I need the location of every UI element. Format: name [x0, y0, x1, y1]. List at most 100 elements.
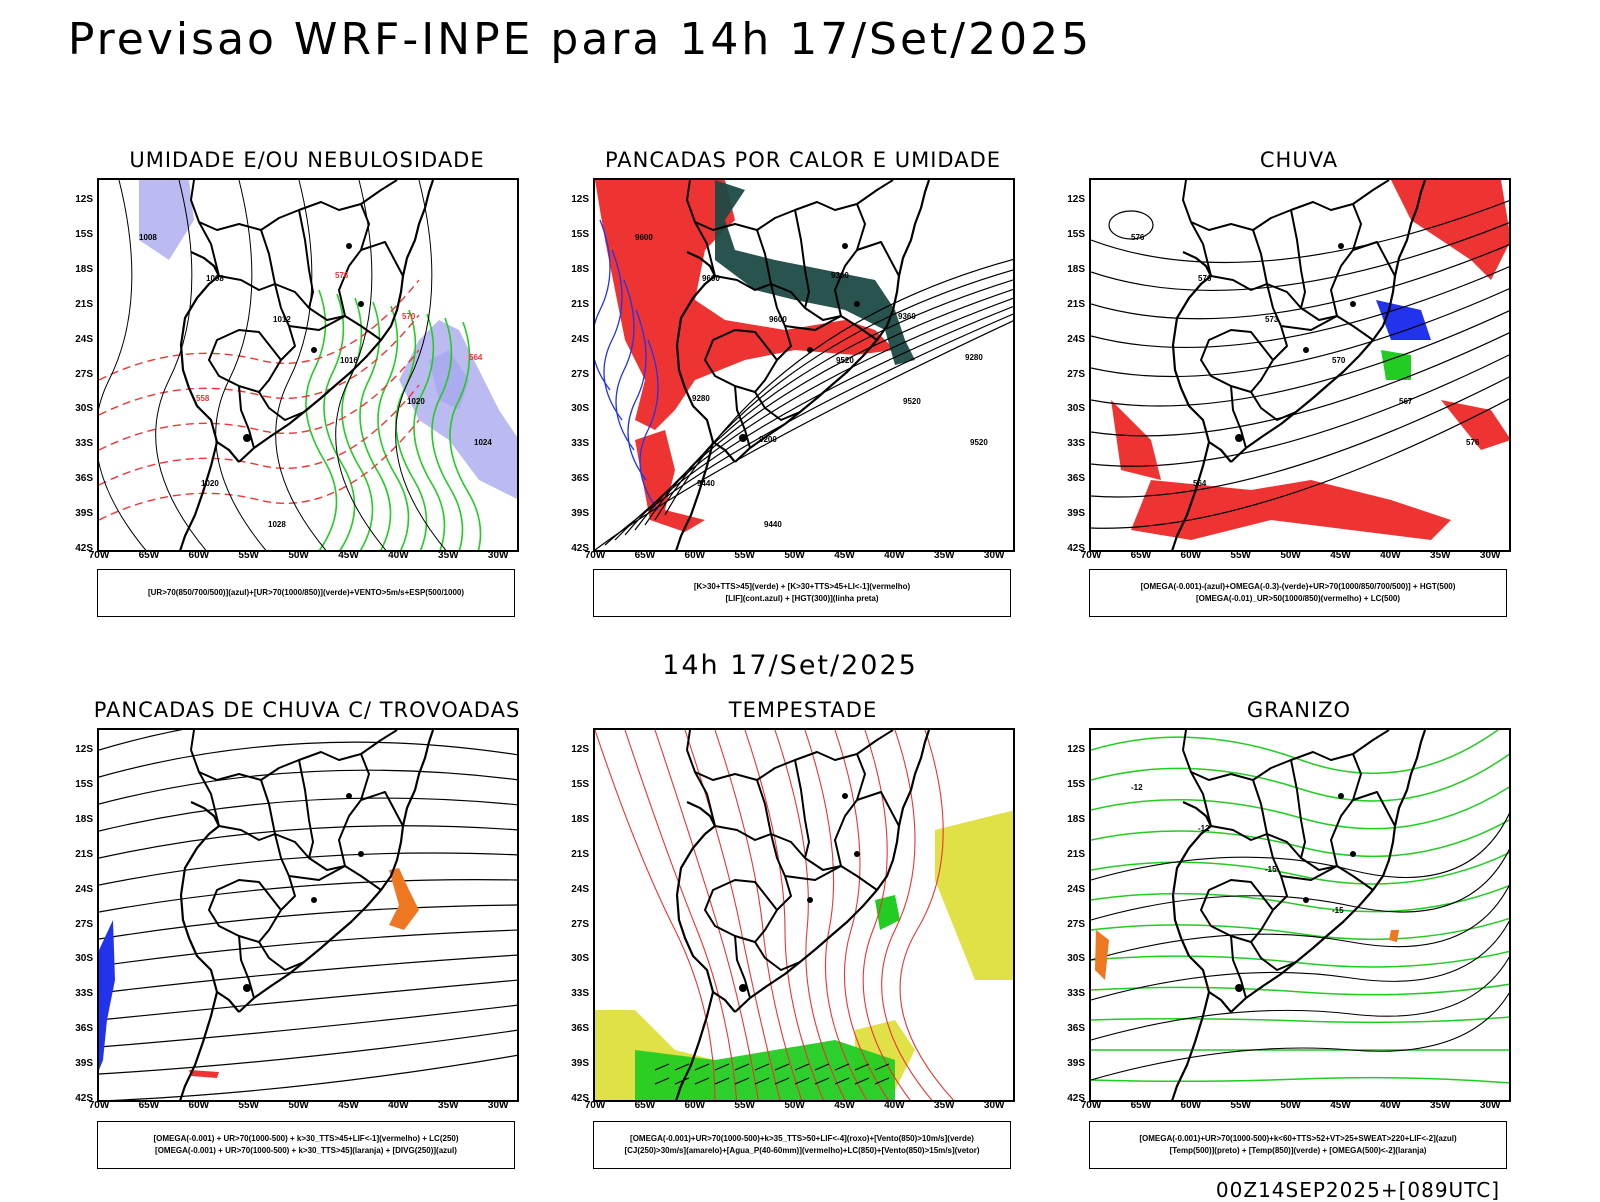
- contour-label: -12: [1198, 824, 1210, 833]
- country-border: [784, 865, 842, 881]
- country-border: [756, 779, 772, 835]
- forecast-map[interactable]: -12 -12 -15 -15: [1089, 728, 1511, 1102]
- contour-label: 564: [469, 353, 483, 362]
- wind-vector: [834, 1063, 850, 1071]
- wind-vector: [714, 1063, 730, 1071]
- lake-marker: [807, 347, 813, 353]
- legend-box: [OMEGA(-0.001)+UR>70(1000-500)+k>35_TTS>…: [593, 1121, 1011, 1169]
- country-border: [258, 941, 305, 971]
- high-humidity-area: [139, 180, 194, 260]
- lifted-index-contour: [627, 309, 647, 481]
- longitude-label: 55W: [1230, 1100, 1251, 1111]
- latitude-label: 15S: [571, 228, 589, 240]
- country-border: [856, 791, 900, 827]
- map-canvas: -12 -12 -15 -15: [1091, 730, 1509, 1100]
- wind-vector: [754, 1077, 770, 1085]
- longitude-label: 70W: [1080, 550, 1102, 561]
- country-border: [338, 203, 370, 317]
- rain-area: [1441, 400, 1509, 450]
- coastline: [179, 801, 221, 1100]
- forecast-map[interactable]: 1008 1008 1012 1016 1020 1024 1020 1028 576 570 56…: [97, 178, 519, 552]
- longitude-label: 60W: [684, 1100, 706, 1111]
- country-border: [1280, 865, 1338, 881]
- country-border: [1290, 759, 1306, 859]
- coastline: [712, 991, 736, 1013]
- streamline: [595, 730, 716, 1100]
- latitude-label: 21S: [571, 298, 589, 310]
- forecast-map[interactable]: 576 576 573 570 567 576 564: [1089, 178, 1511, 552]
- longitude-label: 60W: [188, 1100, 210, 1111]
- latitude-label: 24S: [571, 883, 589, 895]
- contour-label: 1028: [268, 520, 286, 529]
- temperature-500-contour: [1091, 920, 1509, 1001]
- country-border: [1252, 229, 1268, 285]
- longitude-label: 55W: [734, 1100, 755, 1111]
- longitude-label: 35W: [438, 1100, 459, 1111]
- streamline: [108, 1054, 517, 1100]
- wind-vector: [694, 1077, 710, 1085]
- forecast-map[interactable]: 9600 9600 9600 9520 9520 9520 9440 9440 9360 9360…: [593, 178, 1015, 552]
- longitude-label: 35W: [1430, 1100, 1451, 1111]
- wind-vector: [774, 1077, 790, 1085]
- country-border: [258, 391, 305, 421]
- longitude-label: 65W: [1130, 550, 1152, 561]
- temperature-850-contour: [1091, 884, 1509, 913]
- longitude-label: 50W: [784, 1100, 805, 1111]
- legend-box: [K>30+TTS>45](verde) + [K>30+TTS>45+LI<-…: [593, 569, 1011, 617]
- country-border: [198, 771, 220, 827]
- contour-label: 9200: [759, 435, 777, 444]
- wind-vector: [794, 1077, 810, 1085]
- streamline: [99, 954, 517, 994]
- map-canvas: [595, 730, 1013, 1100]
- strong-wind-area: [635, 1040, 895, 1100]
- longitude-label: 55W: [238, 1100, 259, 1111]
- forecast-map[interactable]: [97, 728, 519, 1102]
- coastline: [1230, 180, 1427, 463]
- legend-text: [OMEGA(-0.01)_UR>50(1000/850)(vermelho) …: [1195, 594, 1401, 603]
- country-border: [794, 209, 810, 309]
- forecast-map[interactable]: [593, 728, 1015, 1102]
- geopotential-height-contour: [664, 258, 1013, 516]
- lake-marker: [842, 793, 848, 799]
- geopotential-height-contour: [634, 288, 1013, 531]
- longitude-label: 30W: [1479, 1100, 1501, 1111]
- contour-label: 570: [1332, 356, 1346, 365]
- lake-marker: [1350, 851, 1356, 857]
- contour-label: 576: [1198, 274, 1212, 283]
- country-border: [190, 180, 398, 231]
- latitude-label: 36S: [1067, 1023, 1085, 1035]
- country-border: [694, 221, 716, 277]
- country-border: [1330, 203, 1362, 317]
- wind-vector: [814, 1077, 830, 1085]
- panel-title: TEMPESTADE: [728, 698, 878, 722]
- country-border: [1230, 935, 1247, 999]
- longitude-label: 45W: [1330, 550, 1351, 561]
- latitude-label: 15S: [1067, 778, 1085, 790]
- lake-marker: [1303, 897, 1309, 903]
- longitude-label: 60W: [188, 550, 210, 561]
- lake-marker: [807, 897, 813, 903]
- longitude-label: 60W: [684, 550, 706, 561]
- country-border: [260, 229, 276, 285]
- longitude-label: 50W: [784, 550, 805, 561]
- longitude-label: 35W: [934, 1100, 955, 1111]
- contour-label: 9600: [702, 274, 720, 283]
- latitude-label: 30S: [571, 953, 589, 965]
- longitude-label: 70W: [1080, 1100, 1102, 1111]
- latitude-label: 30S: [1067, 953, 1085, 965]
- country-border: [714, 825, 878, 891]
- legend-box: [OMEGA(-0.001)-(azul)+OMEGA(-0.3)-(verde…: [1089, 569, 1507, 617]
- contour-label: 1008: [139, 233, 157, 242]
- thickness-contour: [99, 279, 420, 381]
- contour-label: 9360: [898, 312, 916, 321]
- lake-marker: [854, 301, 860, 307]
- isobar: [99, 180, 147, 550]
- longitude-label: 40W: [1380, 1100, 1401, 1111]
- country-border: [734, 935, 751, 999]
- latitude-label: 42S: [75, 543, 93, 554]
- latitude-label: 30S: [1067, 403, 1085, 415]
- panel-title: GRANIZO: [1246, 698, 1352, 722]
- streamline: [99, 797, 517, 832]
- coastline: [734, 730, 931, 1013]
- country-border: [754, 941, 801, 971]
